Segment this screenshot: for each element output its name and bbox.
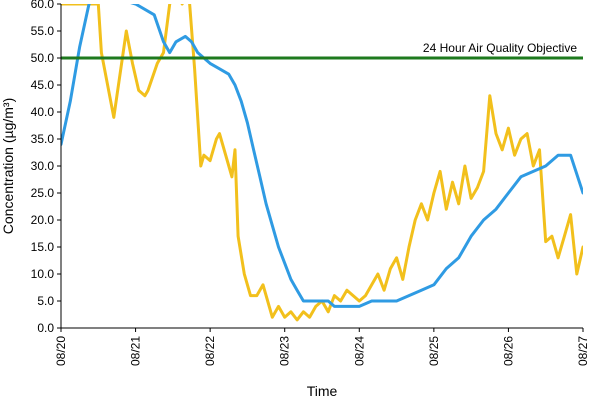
y-tick-label: 10.0 (31, 267, 55, 281)
y-tick-label: 55.0 (31, 24, 55, 38)
plot-area: 24 Hour Air Quality Objective (61, 4, 583, 322)
y-axis: 0.0 5.0 10.0 15.0 20.0 25.0 30.0 35.0 40.0 45.0 50… (31, 0, 62, 335)
y-tick-label: 15.0 (31, 240, 55, 254)
x-tick-label: 08/22 (203, 336, 217, 366)
series-layer (61, 4, 583, 322)
y-tick-label: 60.0 (31, 0, 55, 11)
x-tick-label: 08/25 (427, 336, 441, 366)
air-quality-objective-label: 24 Hour Air Quality Objective (423, 41, 577, 55)
series-line-2 (61, 4, 583, 308)
x-axis: 08/20 08/21 08/22 08/23 08/24 08/25 08/26 08/27 (54, 327, 590, 366)
x-tick-label: 08/23 (278, 336, 292, 366)
y-tick-label: 0.0 (37, 321, 54, 335)
y-tick-label: 5.0 (37, 294, 54, 308)
y-tick-label: 40.0 (31, 105, 55, 119)
x-tick-label: 08/24 (352, 336, 366, 366)
y-tick-label: 50.0 (31, 51, 55, 65)
y-tick-label: 25.0 (31, 186, 55, 200)
x-tick-label: 08/27 (576, 336, 590, 366)
x-tick-label: 08/20 (54, 336, 68, 366)
x-axis-title: Time (307, 383, 338, 399)
x-tick-label: 08/21 (129, 336, 143, 366)
y-tick-label: 30.0 (31, 159, 55, 173)
x-tick-label: 08/26 (501, 336, 515, 366)
y-axis-title: Concentration (µg/m³) (0, 98, 16, 234)
y-tick-label: 35.0 (31, 132, 55, 146)
y-tick-label: 45.0 (31, 78, 55, 92)
y-tick-label: 20.0 (31, 213, 55, 227)
